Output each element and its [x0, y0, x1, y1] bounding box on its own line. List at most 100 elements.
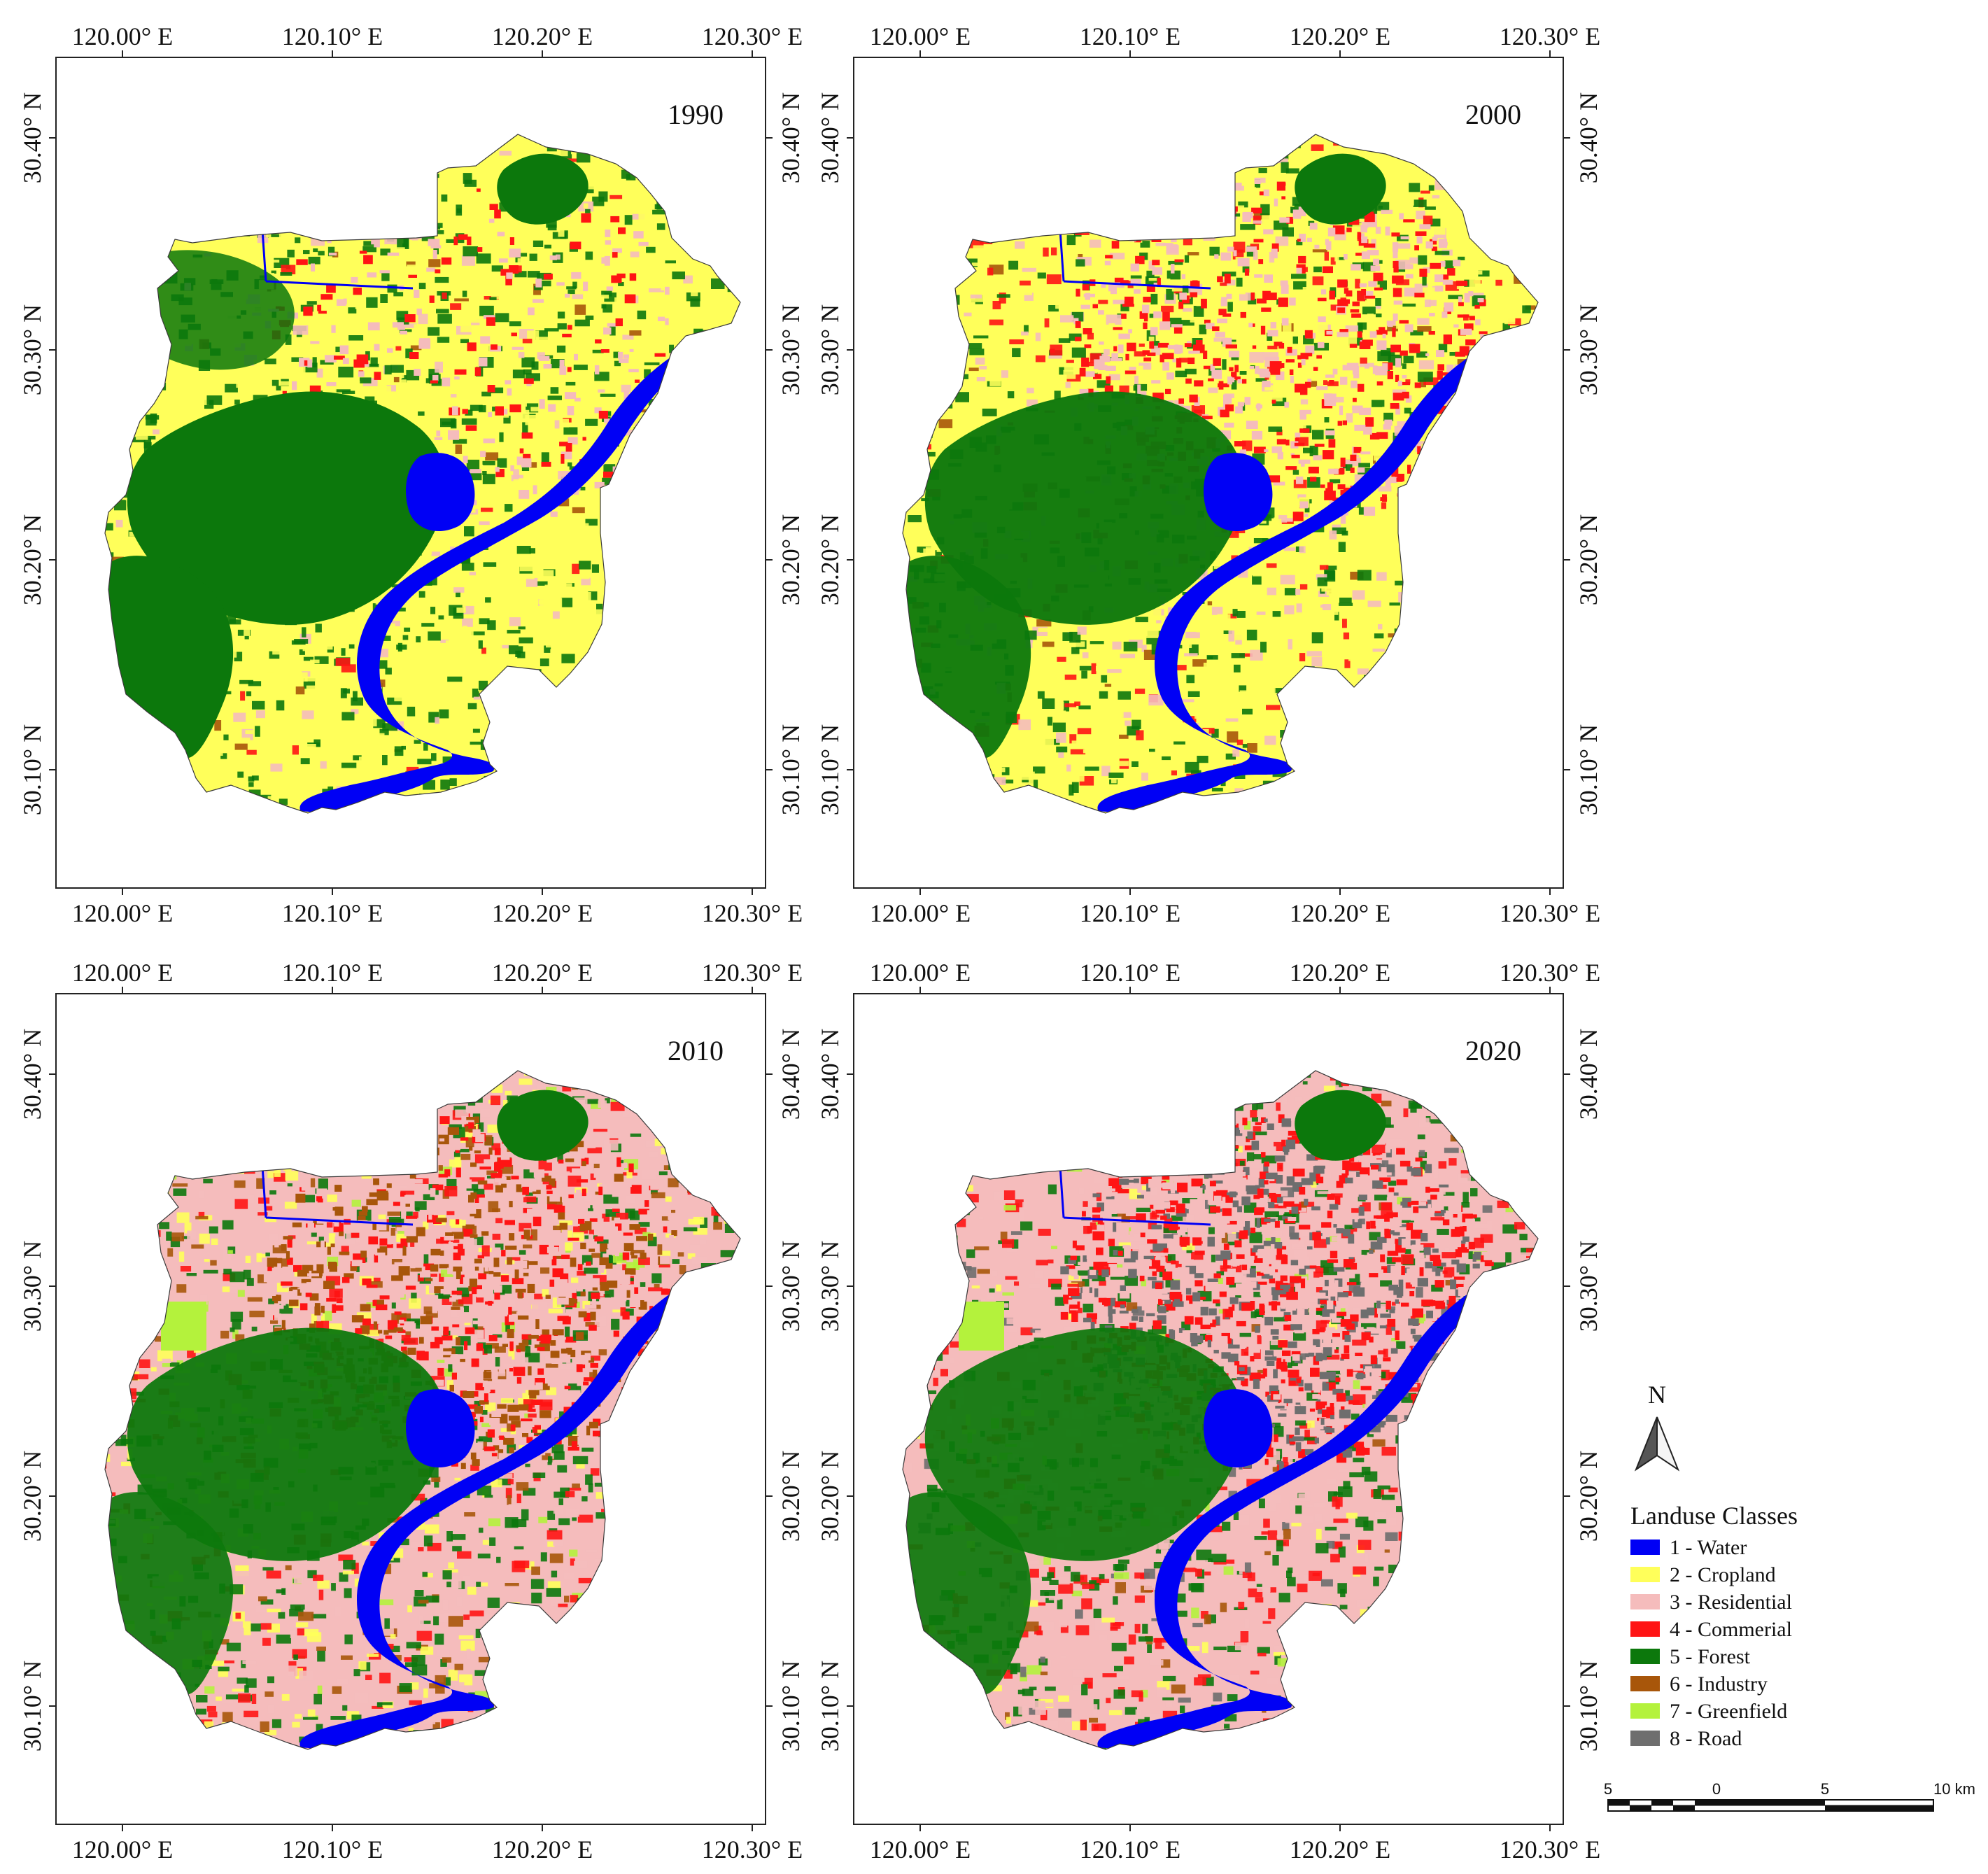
legend-swatch [1630, 1676, 1660, 1691]
latitude-label-right: 30.20° N [777, 1451, 805, 1542]
latitude-label-right: 30.40° N [777, 92, 805, 183]
west-lake [406, 453, 475, 532]
longitude-label-bottom: 120.10° E [1080, 1836, 1180, 1864]
study-area-outline [902, 134, 1539, 814]
greenfield-block [959, 1302, 1004, 1351]
longitude-label-bottom: 120.20° E [1290, 899, 1390, 927]
latitude-label-left: 30.10° N [816, 1661, 844, 1752]
scale-bar-label: 5 [1821, 1780, 1829, 1798]
longitude-label-top: 120.30° E [702, 22, 803, 50]
graticule-ticks [49, 50, 773, 895]
legend-swatch [1630, 1731, 1660, 1746]
legend-item-label: 8 - Road [1670, 1727, 1742, 1750]
latitude-label-left: 30.20° N [816, 514, 844, 605]
latitude-label-left: 30.30° N [816, 304, 844, 395]
study-area-outline [104, 1070, 741, 1750]
legend-item-label: 1 - Water [1670, 1536, 1747, 1559]
graticule-ticks [847, 987, 1570, 1831]
longitude-label-bottom: 120.10° E [282, 1836, 383, 1864]
latitude-label-right: 30.30° N [1574, 304, 1602, 395]
latitude-label-left: 30.40° N [18, 92, 46, 183]
latitude-label-left: 30.10° N [816, 724, 844, 815]
map-panel-2020: 2020 120.00° E 120.00° E 120.10° E 120.10° E… [816, 959, 1602, 1864]
latitude-label-right: 30.40° N [1574, 1029, 1602, 1120]
longitude-label-bottom: 120.10° E [1080, 899, 1180, 927]
latitude-label-right: 30.10° N [777, 724, 805, 815]
legend-swatch [1630, 1567, 1660, 1582]
north-arrow-label: N [1648, 1381, 1666, 1409]
longitude-label-bottom: 120.30° E [702, 899, 803, 927]
longitude-label-bottom: 120.10° E [282, 899, 383, 927]
panel-year-label: 2020 [1465, 1035, 1521, 1066]
scale-bar-label: 10 km [1933, 1780, 1975, 1798]
longitude-label-bottom: 120.30° E [1500, 899, 1600, 927]
graticule-ticks [847, 50, 1570, 895]
latitude-label-left: 30.40° N [816, 1029, 844, 1120]
urban-core [1060, 1113, 1494, 1472]
latitude-label-right: 30.20° N [1574, 514, 1602, 605]
forest-west-hills [924, 391, 1244, 625]
graticule-ticks [49, 987, 773, 1831]
forest-west-hills [924, 1327, 1244, 1561]
latitude-label-left: 30.30° N [816, 1241, 844, 1332]
legend-swatch [1630, 1649, 1660, 1664]
forest-north [497, 153, 588, 225]
latitude-label-right: 30.30° N [1574, 1241, 1602, 1332]
legend-swatch [1630, 1703, 1660, 1719]
legend-item-label: 5 - Forest [1670, 1645, 1751, 1668]
latitude-label-right: 30.20° N [1574, 1451, 1602, 1542]
longitude-label-bottom: 120.20° E [1290, 1836, 1390, 1864]
longitude-label-bottom: 120.00° E [72, 1836, 173, 1864]
legend-item-label: 3 - Residential [1670, 1591, 1792, 1614]
longitude-label-bottom: 120.00° E [870, 1836, 971, 1864]
latitude-label-right: 30.10° N [777, 1661, 805, 1752]
study-area-outline [104, 134, 741, 814]
forest-north [1295, 153, 1386, 225]
legend: Landuse Classes 1 - Water 2 - Cropland 3 - … [1630, 1502, 1798, 1750]
longitude-label-bottom: 120.00° E [72, 899, 173, 927]
legend-item-label: 7 - Greenfield [1670, 1700, 1787, 1723]
legend-swatch [1630, 1540, 1660, 1555]
panel-year-label: 2000 [1465, 99, 1521, 130]
longitude-label-top: 120.00° E [870, 959, 971, 987]
longitude-label-top: 120.30° E [1500, 22, 1600, 50]
scale-bar-label: 0 [1712, 1780, 1721, 1798]
longitude-label-top: 120.20° E [492, 22, 593, 50]
forest-north [1295, 1090, 1386, 1161]
scale-bar-label: 5 [1604, 1780, 1612, 1798]
scale-bar: 5 0 5 10 km [1604, 1780, 1975, 1812]
longitude-label-top: 120.20° E [1290, 22, 1390, 50]
legend-item-label: 6 - Industry [1670, 1672, 1768, 1696]
study-area [903, 1071, 1538, 1749]
latitude-label-right: 30.30° N [777, 304, 805, 395]
latitude-label-right: 30.40° N [777, 1029, 805, 1120]
latitude-label-right: 30.10° N [1574, 724, 1602, 815]
latitude-label-right: 30.10° N [1574, 1661, 1602, 1752]
longitude-label-top: 120.10° E [1080, 959, 1180, 987]
study-area [105, 134, 740, 813]
longitude-label-top: 120.10° E [282, 959, 383, 987]
latitude-label-left: 30.10° N [18, 1661, 46, 1752]
latitude-label-left: 30.20° N [816, 1451, 844, 1542]
latitude-label-left: 30.30° N [18, 1241, 46, 1332]
legend-swatch [1630, 1594, 1660, 1609]
latitude-label-left: 30.30° N [18, 304, 46, 395]
map-panel-2000: 2000 120.00° E 120.00° E 120.10° E 120.10° E… [816, 22, 1602, 927]
longitude-label-top: 120.10° E [1080, 22, 1180, 50]
latitude-label-left: 30.20° N [18, 514, 46, 605]
longitude-label-bottom: 120.30° E [702, 1836, 803, 1864]
study-area-outline [902, 1070, 1539, 1750]
latitude-label-right: 30.40° N [1574, 92, 1602, 183]
longitude-label-bottom: 120.20° E [492, 1836, 593, 1864]
legend-title: Landuse Classes [1630, 1502, 1798, 1530]
legend-item-label: 4 - Commerial [1670, 1618, 1792, 1641]
forest-west-hills [127, 1327, 446, 1561]
longitude-label-top: 120.30° E [702, 959, 803, 987]
longitude-label-bottom: 120.00° E [870, 899, 971, 927]
longitude-label-top: 120.30° E [1500, 959, 1600, 987]
longitude-label-bottom: 120.30° E [1500, 1836, 1600, 1864]
latitude-label-left: 30.10° N [18, 724, 46, 815]
latitude-label-left: 30.20° N [18, 1451, 46, 1542]
north-arrow-icon: N [1634, 1381, 1680, 1472]
